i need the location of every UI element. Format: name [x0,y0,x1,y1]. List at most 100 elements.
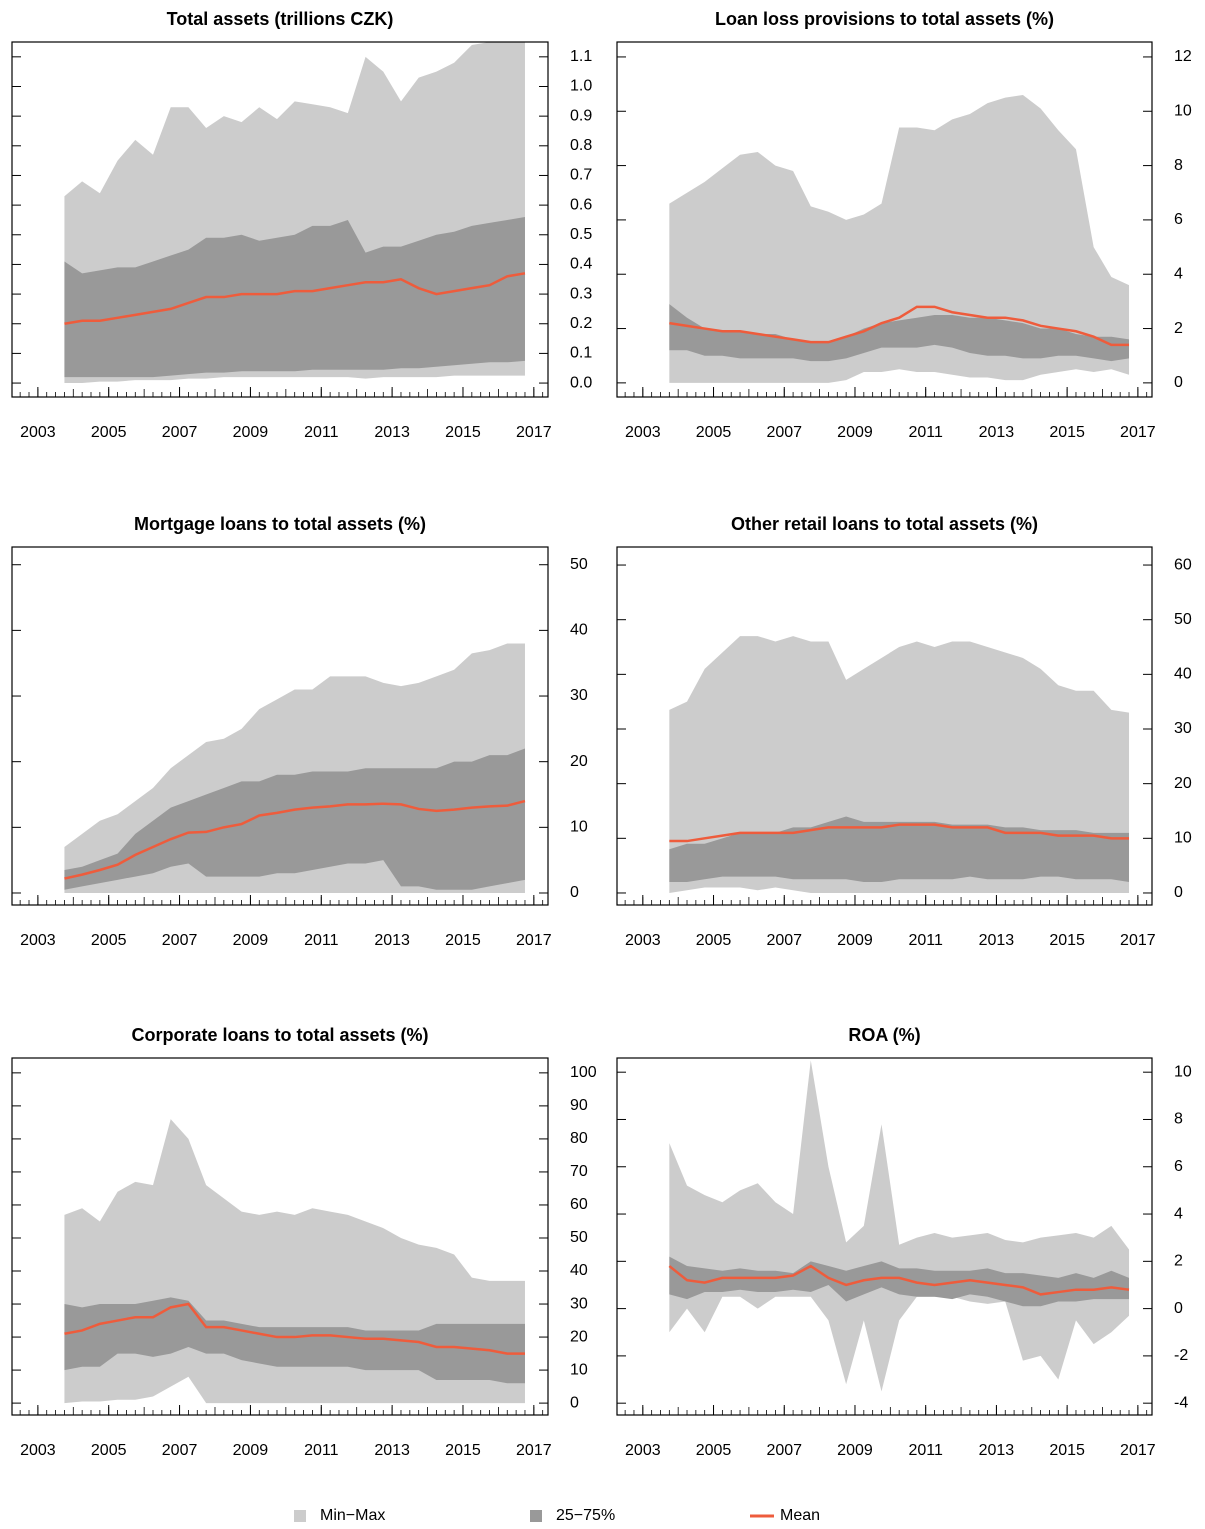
x-tick-label: 2003 [20,932,56,949]
y-tick-label: -2 [1174,1347,1188,1364]
y-tick-label: 0.1 [570,345,592,362]
x-tick-label: 2003 [625,1442,661,1459]
quartile-band [669,1256,1130,1307]
x-tick-label: 2017 [516,932,552,949]
y-tick-label: 10 [570,1361,588,1378]
x-tick-label: 2011 [304,932,339,949]
x-tick-label: 2015 [1049,1442,1085,1459]
y-tick-label: 10 [1174,1063,1192,1080]
panel-title: ROA (%) [848,1025,920,1045]
y-tick-label: 0.9 [570,107,592,124]
y-tick-label: 6 [1174,211,1183,228]
panel: Total assets (trillions CZK) 0.0 0.1 0.2 0.3… [11,9,592,441]
panel-title: Other retail loans to total assets (%) [731,514,1038,534]
y-tick-label: 100 [570,1064,597,1081]
mean-line [669,823,1130,843]
x-tick-label: 2013 [979,932,1015,949]
y-tick-label: 40 [570,622,588,639]
min-max-band [669,1060,1130,1392]
plot-frame [616,546,1153,906]
y-tick-label: 0 [570,884,579,901]
y-tick-label: 8 [1174,1111,1183,1128]
panel: Loan loss provisions to total assets (%)… [616,9,1192,441]
y-tick-label: 60 [570,1196,588,1213]
y-tick-label: 30 [570,1295,588,1312]
y-tick-label: 0 [1174,374,1183,391]
legend-label: Min−Max [320,1507,385,1524]
y-tick-label: 30 [570,687,588,704]
x-tick-label: 2009 [233,424,269,441]
y-tick-label: 0.4 [570,256,592,273]
x-tick-label: 2007 [766,424,802,441]
y-tick-label: 0.5 [570,226,592,243]
x-tick-label: 2013 [374,932,410,949]
y-tick-label: 80 [570,1130,588,1147]
x-tick-label: 2005 [696,932,732,949]
y-tick-label: 50 [1174,611,1192,628]
plot-frame [616,1057,1153,1416]
x-tick-label: 2005 [91,1442,127,1459]
x-tick-label: 2009 [837,1442,873,1459]
plot-area [668,1060,1130,1392]
x-tick-label: 2005 [696,1442,732,1459]
x-tick-label: 2003 [625,932,661,949]
min-max-band [669,94,1130,383]
x-tick-label: 2013 [374,424,410,441]
x-tick-label: 2009 [837,424,873,441]
mean-line [668,1264,1130,1296]
mean-line [64,1302,525,1355]
y-tick-label: 20 [570,1328,588,1345]
mean-line [64,799,526,880]
y-tick-label: 6 [1174,1158,1183,1175]
x-tick-label: 2017 [516,424,552,441]
y-tick-label: 50 [570,1229,588,1246]
x-tick-label: 2005 [696,424,732,441]
quartile-band [64,748,525,890]
x-tick-label: 2009 [233,932,269,949]
plot-area [669,94,1130,383]
x-tick-label: 2007 [162,932,198,949]
x-tick-label: 2007 [766,932,802,949]
x-tick-label: 2015 [445,932,481,949]
y-tick-label: 0 [1174,1300,1183,1317]
y-tick-label: 60 [1174,556,1192,573]
y-tick-label: 0.0 [570,374,592,391]
x-tick-label: 2003 [20,1442,56,1459]
x-tick-label: 2015 [445,424,481,441]
plot-area [64,643,526,893]
x-tick-label: 2005 [91,424,127,441]
y-tick-label: 40 [1174,666,1192,683]
panel-title: Total assets (trillions CZK) [167,9,394,29]
quartile-band [64,1297,525,1384]
y-tick-label: 30 [1174,720,1192,737]
quartile-band [669,304,1130,362]
plot-area [64,1119,525,1404]
x-tick-label: 2003 [625,424,661,441]
x-tick-label: 2017 [1120,1442,1156,1459]
y-tick-label: 20 [1174,775,1192,792]
x-tick-label: 2011 [908,1442,943,1459]
y-tick-label: 50 [570,556,588,573]
x-tick-label: 2007 [162,424,198,441]
x-tick-label: 2007 [766,1442,802,1459]
y-tick-label: 0 [1174,884,1183,901]
y-tick-label: 10 [1174,102,1192,119]
mean-line [669,305,1130,347]
x-tick-label: 2017 [1120,424,1156,441]
y-tick-label: 0.2 [570,315,592,332]
x-tick-label: 2017 [1120,932,1156,949]
x-tick-label: 2015 [445,1442,481,1459]
panel: Mortgage loans to total assets (%) 0 10 20 3… [11,514,588,949]
y-tick-label: 90 [570,1097,588,1114]
y-tick-label: 1.0 [570,78,592,95]
y-tick-label: 8 [1174,157,1183,174]
y-tick-label: 4 [1174,1205,1183,1222]
y-tick-label: 10 [570,819,588,836]
x-tick-label: 2011 [908,932,943,949]
y-tick-label: 0.3 [570,285,592,302]
x-tick-label: 2017 [516,1442,552,1459]
legend-label: 25−75% [556,1507,615,1524]
x-tick-label: 2011 [908,424,943,441]
legend-swatch [294,1510,306,1522]
